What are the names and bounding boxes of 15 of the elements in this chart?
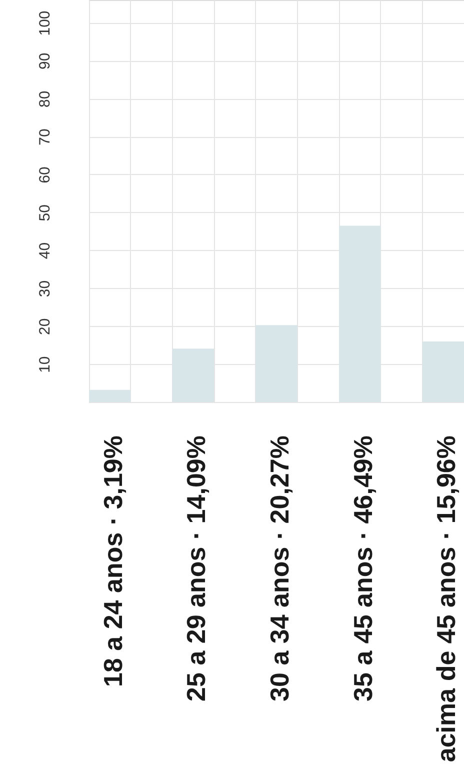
x-tick-label: acima de 45 anos · 15,96% [431, 436, 462, 762]
y-tick-label: 40 [36, 242, 54, 260]
y-tick-label: 10 [36, 356, 54, 373]
y-tick-label: 70 [36, 128, 54, 146]
y-tick-label: 90 [36, 52, 54, 70]
y-tick-label: 30 [36, 280, 54, 298]
y-tick-label: 50 [36, 204, 54, 222]
x-tick-label: 35 a 45 anos · 46,49% [348, 436, 378, 702]
y-tick-label: 20 [36, 318, 54, 335]
y-tick-label: 80 [36, 90, 54, 108]
y-tick-label: 60 [36, 166, 54, 184]
y-tick-label: 100 [36, 10, 54, 36]
x-tick-label: 25 a 29 anos · 14,09% [181, 436, 212, 702]
x-tick-label: 18 a 24 anos · 3,19% [98, 436, 128, 687]
x-tick-label: 30 a 34 anos · 20,27% [264, 436, 294, 702]
